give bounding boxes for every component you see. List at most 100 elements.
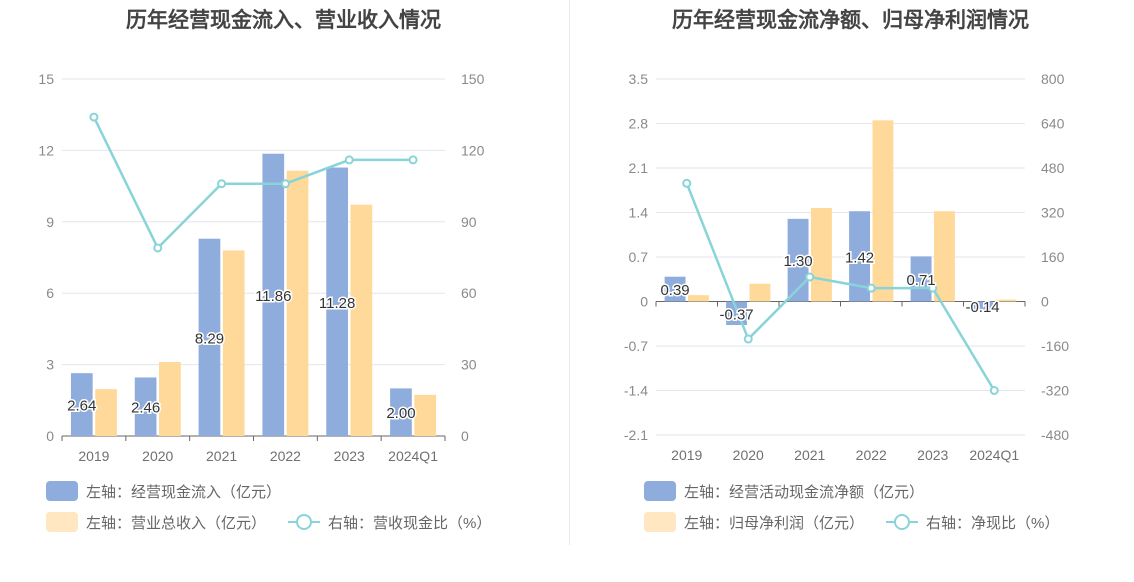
left-axis-tick-label: 0.7 <box>629 249 649 265</box>
bar <box>811 208 832 301</box>
bar-data-label: 2.00 <box>386 405 415 422</box>
right-axis-tick-label: 640 <box>1041 116 1065 132</box>
legend-swatch-orange <box>46 512 78 532</box>
x-axis-tick-label: 2024Q1 <box>969 447 1019 463</box>
bar-data-label: 11.86 <box>255 288 291 305</box>
line-point <box>868 285 875 292</box>
legend-item-net-profit[interactable]: 左轴：归母净利润（亿元） <box>644 512 864 533</box>
x-axis-tick-label: 2020 <box>733 447 764 463</box>
left-axis-tick-label: 0 <box>640 294 648 310</box>
legend-label: 右轴：净现比（%） <box>926 512 1059 533</box>
legend-line-icon <box>886 512 918 532</box>
line-point <box>683 180 690 187</box>
chart-panel-cash-inflow: 历年经营现金流入、营业收入情况 0 3 6 9 12 15 0 30 60 90 120 150 201… <box>0 0 567 582</box>
legend-line-icon <box>288 512 320 532</box>
x-axis-tick-label: 2021 <box>794 447 825 463</box>
bar <box>414 395 436 436</box>
bar-data-label: 8.29 <box>195 330 224 347</box>
x-axis-tick-label: 2021 <box>206 448 237 464</box>
line-point <box>282 180 289 187</box>
chart-plot-net-cash: -2.1 -1.4 -0.7 0 0.7 1.4 2.1 2.8 3.5 -480 -320 -160… <box>567 0 1134 470</box>
bar-data-label: 1.30 <box>783 253 812 270</box>
left-axis-tick-label: 6 <box>46 285 54 301</box>
right-axis-tick-label: 150 <box>461 71 485 87</box>
left-axis-tick-label: 2.8 <box>629 116 649 132</box>
legend-label: 左轴：归母净利润（亿元） <box>684 512 864 533</box>
left-axis-tick-label: 0 <box>46 428 54 444</box>
legend-item-net-cash[interactable]: 左轴：经营活动现金流净额（亿元） <box>644 481 924 502</box>
bar <box>351 205 373 436</box>
line-point <box>410 156 417 163</box>
line-point <box>218 180 225 187</box>
right-axis-tick-label: 0 <box>1041 294 1049 310</box>
x-axis-tick-label: 2023 <box>334 448 365 464</box>
right-axis-tick-label: -160 <box>1041 338 1069 354</box>
legend-item-revenue[interactable]: 左轴：营业总收入（亿元） <box>46 512 266 533</box>
left-axis-tick-label: -1.4 <box>624 383 648 399</box>
bar <box>95 389 117 436</box>
chart-panel-net-cash: 历年经营现金流净额、归母净利润情况 -2.1 -1.4 -0.7 0 0.7 1.4 2.1… <box>567 0 1134 582</box>
legend-label: 左轴：经营现金流入（亿元） <box>86 481 281 502</box>
legend-item-net-cash-ratio[interactable]: 右轴：净现比（%） <box>886 512 1059 533</box>
right-axis-tick-label: 800 <box>1041 71 1065 87</box>
line-point <box>90 114 97 121</box>
legend-row-2: 左轴：归母净利润（亿元） 右轴：净现比（%） <box>644 511 1081 533</box>
line-point <box>991 387 998 394</box>
right-axis-tick-label: 90 <box>461 214 477 230</box>
bar-data-label: 2.46 <box>131 400 160 417</box>
left-axis-tick-label: 15 <box>38 71 54 87</box>
legend-item-cash-inflow[interactable]: 左轴：经营现金流入（亿元） <box>46 481 281 502</box>
left-axis-tick-label: -2.1 <box>624 427 648 443</box>
x-axis-tick-label: 2023 <box>917 447 948 463</box>
left-axis-tick-label: 2.1 <box>629 160 649 176</box>
bar-data-label: 1.42 <box>845 249 874 266</box>
right-axis-tick-label: 320 <box>1041 205 1065 221</box>
left-axis-tick-label: 1.4 <box>629 205 649 221</box>
left-axis-tick-label: 9 <box>46 214 54 230</box>
bar-data-label: 2.64 <box>67 398 96 415</box>
bar <box>159 362 181 436</box>
bar <box>872 120 893 301</box>
bar-data-label: 0.71 <box>906 272 935 289</box>
line-point <box>745 336 752 343</box>
bar-data-label: 11.28 <box>319 295 355 312</box>
x-axis-tick-label: 2024Q1 <box>388 448 438 464</box>
bar-data-label: 0.39 <box>660 282 689 299</box>
legend-label: 左轴：经营活动现金流净额（亿元） <box>684 481 924 502</box>
legend-row-1: 左轴：经营活动现金流净额（亿元） <box>644 480 946 502</box>
right-axis-tick-label: 0 <box>461 428 469 444</box>
legend-row-1: 左轴：经营现金流入（亿元） <box>46 480 303 502</box>
left-axis-tick-label: 3.5 <box>629 71 649 87</box>
right-axis-tick-label: 480 <box>1041 160 1065 176</box>
x-axis-tick-label: 2022 <box>856 447 887 463</box>
x-axis-tick-label: 2020 <box>142 448 173 464</box>
line-point <box>154 244 161 251</box>
x-axis-tick-label: 2019 <box>671 447 702 463</box>
legend-swatch-blue <box>46 481 78 501</box>
left-axis-tick-label: 12 <box>38 142 54 158</box>
right-axis-tick-label: 120 <box>461 142 485 158</box>
x-axis-tick-label: 2019 <box>78 448 109 464</box>
bar <box>223 250 245 436</box>
legend-item-cash-ratio[interactable]: 右轴：营收现金比（%） <box>288 512 491 533</box>
legend-swatch-orange <box>644 512 676 532</box>
right-axis-tick-label: 60 <box>461 285 477 301</box>
bar-data-label: -0.37 <box>719 306 753 323</box>
x-axis-tick-label: 2022 <box>270 448 301 464</box>
legend-label: 右轴：营收现金比（%） <box>328 512 491 533</box>
legend-row-2: 左轴：营业总收入（亿元） 右轴：营收现金比（%） <box>46 511 513 533</box>
bar <box>688 295 709 301</box>
legend-label: 左轴：营业总收入（亿元） <box>86 512 266 533</box>
right-axis-tick-label: 30 <box>461 357 477 373</box>
bar-data-label: -0.14 <box>965 299 999 316</box>
left-axis-tick-label: -0.7 <box>624 338 648 354</box>
right-axis-tick-label: -480 <box>1041 427 1069 443</box>
right-axis-tick-label: -320 <box>1041 383 1069 399</box>
line-point <box>346 156 353 163</box>
line-point <box>806 274 813 281</box>
bar <box>749 284 770 302</box>
legend-swatch-blue <box>644 481 676 501</box>
left-axis-tick-label: 3 <box>46 357 54 373</box>
right-axis-tick-label: 160 <box>1041 249 1065 265</box>
